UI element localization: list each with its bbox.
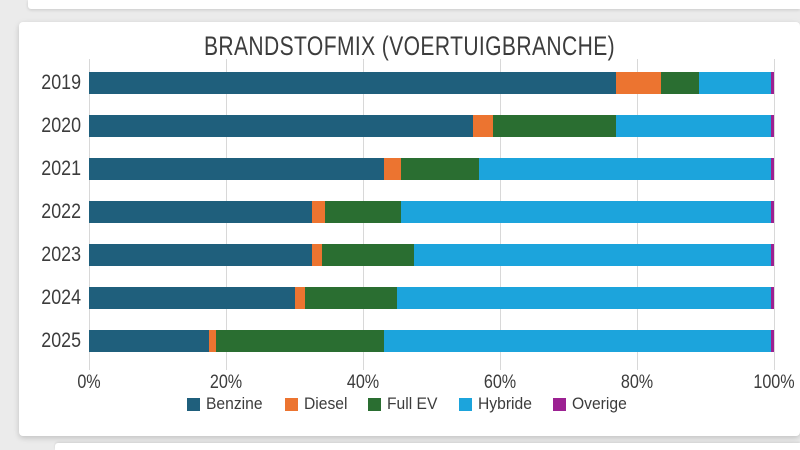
bar-segment-overige	[770, 115, 774, 137]
bar-segment-hybride	[397, 287, 771, 309]
bar-segment-benzine	[89, 244, 312, 266]
bar-segment-diesel	[383, 158, 401, 180]
bar-segment-full-ev	[400, 158, 480, 180]
x-axis-tick-label: 80%	[620, 372, 654, 393]
legend-swatch	[367, 397, 381, 411]
bar-row-2021	[89, 158, 774, 180]
x-axis-tick-label: 100%	[753, 372, 795, 393]
bar-segment-hybride	[479, 158, 771, 180]
legend-swatch	[458, 397, 472, 411]
bar-segment-hybride	[400, 201, 771, 223]
bar-segment-diesel	[616, 72, 661, 94]
y-axis-label: 2024	[41, 286, 81, 309]
bar-segment-diesel	[311, 244, 322, 266]
bar-segment-benzine	[89, 287, 295, 309]
legend-swatch	[284, 397, 298, 411]
x-axis-tick-label: 20%	[209, 372, 243, 393]
bar-segment-diesel	[311, 201, 326, 223]
legend-item-full-ev: Full EV	[367, 394, 442, 414]
bar-segment-overige	[770, 244, 774, 266]
bar-segment-benzine	[89, 158, 384, 180]
bar-segment-full-ev	[325, 201, 401, 223]
legend-item-benzine: Benzine	[187, 394, 267, 414]
bar-segment-overige	[770, 201, 774, 223]
legend-item-hybride: Hybride	[458, 394, 537, 414]
y-axis-label: 2025	[41, 329, 81, 352]
legend-label: Hybride	[477, 394, 532, 413]
y-axis-labels: 2019 2020 2021 2022 2023 2024 2025	[23, 59, 81, 370]
chart-card: BRANDSTOFMIX (VOERTUIGBRANCHE) 2019 2020 2…	[19, 22, 800, 436]
bar-segment-overige	[770, 330, 774, 352]
adjacent-card-bottom-edge	[55, 443, 800, 450]
legend-item-diesel: Diesel	[284, 394, 351, 414]
y-axis-label: 2021	[41, 157, 81, 180]
bar-segment-overige	[770, 158, 774, 180]
legend-label: Diesel	[303, 394, 348, 413]
legend-label: Full EV	[386, 394, 438, 413]
x-axis-tick-label: 0%	[77, 372, 101, 393]
bar-segment-full-ev	[321, 244, 415, 266]
y-axis-label: 2023	[41, 243, 81, 266]
bar-row-2023	[89, 244, 774, 266]
y-axis-label: 2019	[41, 71, 81, 94]
bar-row-2025	[89, 330, 774, 352]
legend-swatch	[553, 397, 567, 411]
bar-segment-hybride	[383, 330, 771, 352]
bar-segment-benzine	[89, 330, 209, 352]
bar-row-2024	[89, 287, 774, 309]
bar-segment-benzine	[89, 115, 473, 137]
bar-segment-overige	[770, 72, 774, 94]
bar-segment-full-ev	[660, 72, 699, 94]
y-axis-label: 2020	[41, 114, 81, 137]
legend-swatch	[187, 397, 201, 411]
bar-segment-benzine	[89, 201, 312, 223]
bar-segment-benzine	[89, 72, 617, 94]
bar-segment-hybride	[616, 115, 771, 137]
bar-segment-diesel	[472, 115, 494, 137]
bar-segment-diesel	[294, 287, 305, 309]
x-axis-tick-label: 40%	[346, 372, 380, 393]
bar-row-2019	[89, 72, 774, 94]
plot-area	[89, 59, 775, 370]
legend: Benzine Diesel Full EV Hybride Overige	[19, 394, 800, 414]
adjacent-card-top-edge	[28, 0, 800, 9]
bar-segment-hybride	[698, 72, 771, 94]
bar-segment-full-ev	[304, 287, 398, 309]
y-axis-label: 2022	[41, 200, 81, 223]
bar-segment-full-ev	[215, 330, 384, 352]
bar-segment-hybride	[414, 244, 771, 266]
bar-row-2022	[89, 201, 774, 223]
legend-item-overige: Overige	[553, 394, 632, 414]
bar-row-2020	[89, 115, 774, 137]
bar-segment-overige	[770, 287, 774, 309]
legend-label: Benzine	[206, 394, 263, 413]
bar-segment-diesel	[208, 330, 216, 352]
gridline	[774, 59, 775, 370]
chart-title: BRANDSTOFMIX (VOERTUIGBRANCHE)	[203, 31, 616, 61]
x-axis-tick-label: 60%	[483, 372, 517, 393]
legend-label: Overige	[572, 394, 628, 413]
bar-segment-full-ev	[493, 115, 617, 137]
